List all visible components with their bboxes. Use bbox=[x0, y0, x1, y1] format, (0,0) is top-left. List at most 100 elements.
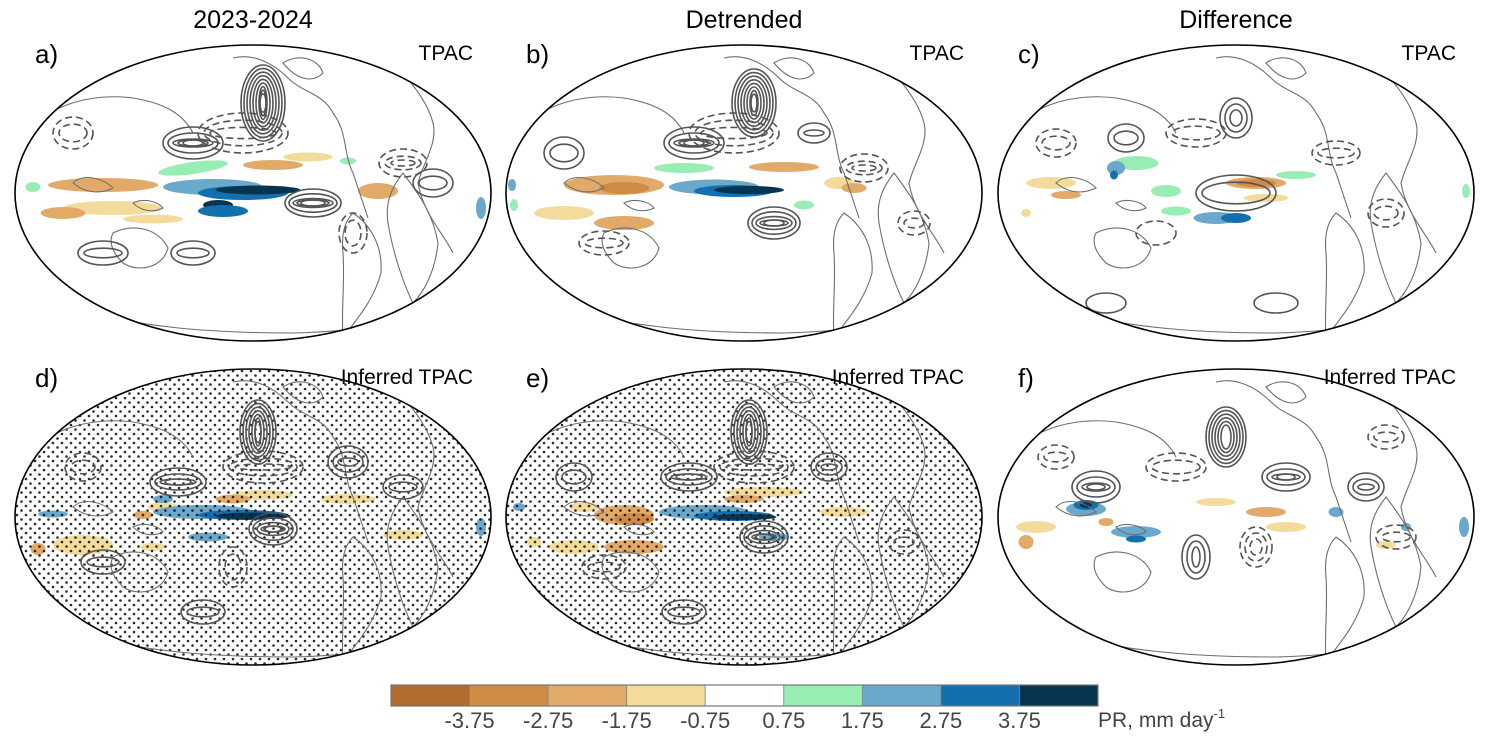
positive-contour bbox=[1352, 478, 1380, 496]
positive-contour bbox=[740, 79, 768, 128]
precip-anomaly-patch bbox=[594, 216, 654, 230]
positive-contour bbox=[733, 402, 765, 462]
precip-anomaly-patch bbox=[1021, 209, 1031, 217]
positive-contour bbox=[1071, 470, 1121, 504]
negative-contour bbox=[1239, 526, 1273, 568]
negative-contour bbox=[384, 155, 422, 171]
coastline bbox=[883, 62, 945, 254]
positive-contour bbox=[170, 240, 216, 266]
positive-contour bbox=[264, 525, 282, 533]
precip-anomaly-patch bbox=[283, 152, 333, 162]
precip-anomaly-patch bbox=[1221, 213, 1251, 223]
positive-contour bbox=[251, 413, 265, 451]
negative-contour bbox=[1037, 444, 1075, 470]
positive-contour bbox=[1081, 482, 1111, 492]
precip-anomaly-patch bbox=[1026, 177, 1076, 189]
positive-contour bbox=[255, 82, 271, 124]
positive-contour bbox=[288, 193, 338, 213]
negative-contour bbox=[893, 536, 915, 548]
positive-contour bbox=[683, 139, 705, 147]
coastline bbox=[1375, 386, 1437, 578]
positive-contour bbox=[1076, 476, 1116, 498]
positive-contour bbox=[337, 457, 359, 467]
precip-anomaly-patch bbox=[714, 186, 784, 194]
positive-contour bbox=[382, 474, 424, 500]
negative-contour bbox=[1135, 220, 1177, 246]
positive-contour bbox=[1113, 130, 1139, 146]
positive-contour bbox=[797, 122, 831, 144]
negative-contour bbox=[52, 116, 94, 150]
negative-contour bbox=[725, 463, 783, 471]
positive-contour bbox=[300, 199, 326, 207]
positive-contour bbox=[665, 468, 713, 486]
positive-contour bbox=[162, 126, 224, 160]
map-panel-d: d) Inferred TPAC bbox=[14, 363, 492, 666]
map-background bbox=[998, 45, 1474, 341]
negative-contour bbox=[1373, 205, 1399, 221]
positive-contour bbox=[750, 93, 758, 113]
map-outline bbox=[14, 368, 492, 666]
precip-anomaly-patch bbox=[534, 206, 594, 220]
negative-contour bbox=[1311, 140, 1361, 166]
precip-anomaly-patch bbox=[358, 183, 398, 199]
negative-contour bbox=[1151, 459, 1201, 475]
precip-anomaly-patch bbox=[1098, 518, 1114, 526]
precip-anomaly-patch bbox=[599, 182, 649, 194]
positive-contour bbox=[1211, 413, 1241, 461]
positive-contour bbox=[555, 462, 593, 492]
negative-contour bbox=[1367, 198, 1405, 228]
colorbar-box-6 bbox=[861, 684, 942, 707]
panel-label: a) bbox=[35, 39, 58, 69]
positive-contour bbox=[242, 402, 274, 462]
column-title-2023-2024: 2023-2024 bbox=[193, 6, 313, 34]
positive-contour bbox=[820, 463, 838, 471]
positive-contour bbox=[543, 136, 585, 170]
coastline bbox=[723, 380, 860, 543]
map-panel-a: a) TPAC bbox=[14, 39, 492, 342]
negative-contour bbox=[851, 164, 877, 172]
negative-contour bbox=[845, 160, 883, 176]
positive-contour bbox=[164, 478, 192, 486]
positive-contour bbox=[1195, 174, 1277, 212]
negative-contour bbox=[1043, 451, 1069, 463]
positive-contour bbox=[661, 599, 707, 625]
precip-anomaly-patch bbox=[476, 197, 486, 219]
precip-anomaly-patch bbox=[510, 199, 518, 211]
colorbar: -3.75 -2.75 -1.75 -0.75 0.75 1.75 2.75 3.75 PR,… bbox=[390, 684, 1225, 733]
coastline bbox=[883, 386, 945, 578]
precip-anomaly-patch bbox=[215, 185, 301, 195]
negative-contour bbox=[584, 237, 624, 249]
panel-label: d) bbox=[35, 363, 58, 393]
precip-anomaly-patch bbox=[48, 178, 158, 192]
coastline bbox=[1093, 227, 1152, 269]
map-panels: a) TPAC b) TPAC c) TPAC d) Inferred TPAC e) Infer… bbox=[14, 39, 1475, 666]
positive-contour bbox=[1276, 473, 1296, 481]
colorbar-tick-7: 3.75 bbox=[998, 708, 1041, 733]
precip-anomaly-patch bbox=[1462, 184, 1470, 198]
positive-contour bbox=[1357, 483, 1375, 491]
positive-contour bbox=[1208, 409, 1244, 465]
negative-contour bbox=[578, 230, 630, 256]
precip-anomaly-patch bbox=[243, 160, 303, 170]
positive-contour bbox=[246, 71, 280, 135]
coastline bbox=[623, 523, 655, 536]
negative-contour bbox=[218, 546, 248, 588]
negative-contour bbox=[719, 457, 789, 477]
coastline bbox=[282, 57, 324, 80]
positive-contour bbox=[675, 473, 703, 481]
positive-contour bbox=[254, 420, 262, 444]
colorbar-box-2 bbox=[547, 684, 628, 707]
positive-contour bbox=[1224, 103, 1248, 133]
precip-anomaly-patch bbox=[40, 207, 86, 219]
significance-stippling bbox=[506, 369, 982, 665]
column-title-detrended: Detrended bbox=[686, 6, 803, 34]
positive-contour bbox=[154, 473, 202, 491]
negative-contour bbox=[234, 463, 292, 471]
positive-contour bbox=[77, 240, 129, 266]
positive-contour bbox=[747, 529, 781, 545]
positive-contour bbox=[747, 206, 801, 240]
coastline bbox=[392, 62, 454, 254]
precip-anomaly-patch bbox=[63, 201, 163, 215]
negative-contour bbox=[64, 452, 102, 482]
